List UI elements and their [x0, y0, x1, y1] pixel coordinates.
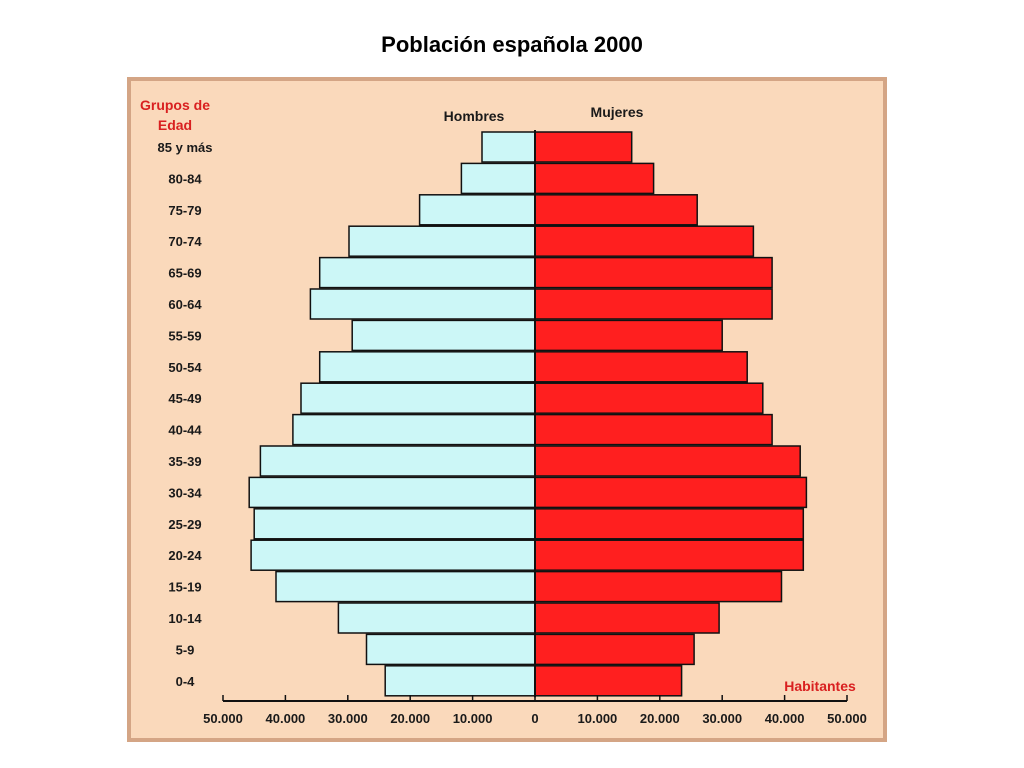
- bar-hombres-0: [481, 131, 536, 163]
- y-tick-label: 20-24: [168, 548, 202, 563]
- y-tick-label: 80-84: [168, 171, 202, 186]
- y-tick-label: 35-39: [168, 454, 201, 469]
- bar-hombres-10: [259, 445, 536, 477]
- bar-hombres-14: [275, 570, 536, 603]
- x-tick-label: 40.000: [765, 711, 805, 726]
- bar-mujeres-2: [534, 194, 698, 226]
- x-tick-label: 50.000: [203, 711, 243, 726]
- bar-hombres-12: [253, 508, 536, 540]
- y-tick-label: 30-34: [168, 485, 202, 500]
- legend-mujeres: Mujeres: [591, 104, 644, 120]
- bar-mujeres-11: [534, 476, 808, 509]
- y-axis-title-line-1: Grupos de: [140, 97, 210, 113]
- y-tick-label: 15-19: [168, 580, 201, 595]
- x-tick-label: 50.000: [827, 711, 867, 726]
- page-title: Población española 2000: [381, 32, 643, 57]
- bar-hombres-7: [318, 351, 536, 383]
- y-tick-label: 70-74: [168, 234, 202, 249]
- x-tick-label: 30.000: [702, 711, 742, 726]
- bar-hombres-9: [292, 413, 536, 446]
- bar-mujeres-6: [534, 319, 723, 352]
- y-tick-label: 10-14: [168, 611, 202, 626]
- bar-mujeres-10: [534, 445, 801, 477]
- bar-mujeres-1: [534, 162, 655, 195]
- bar-hombres-3: [348, 225, 536, 257]
- y-tick-label: 60-64: [168, 297, 202, 312]
- bar-mujeres-17: [534, 665, 683, 697]
- bar-mujeres-3: [534, 225, 755, 257]
- bar-mujeres-13: [534, 539, 805, 571]
- bar-mujeres-5: [534, 288, 773, 320]
- bar-hombres-4: [318, 256, 536, 289]
- x-tick-label: 20.000: [640, 711, 680, 726]
- x-axis-label: Habitantes: [784, 678, 856, 694]
- bar-mujeres-4: [534, 256, 773, 289]
- x-tick-label: 40.000: [266, 711, 306, 726]
- x-tick-label: 0: [531, 711, 538, 726]
- bar-hombres-5: [309, 288, 536, 320]
- bar-hombres-15: [337, 602, 536, 634]
- y-tick-label: 65-69: [168, 266, 201, 281]
- bar-hombres-8: [300, 382, 536, 414]
- y-tick-label: 50-54: [168, 360, 202, 375]
- y-tick-label: 25-29: [168, 517, 201, 532]
- bar-hombres-17: [384, 665, 536, 697]
- bar-mujeres-16: [534, 633, 695, 666]
- y-tick-label: 45-49: [168, 391, 201, 406]
- bar-hombres-1: [460, 162, 536, 195]
- bar-mujeres-14: [534, 570, 783, 603]
- bar-hombres-13: [250, 539, 536, 571]
- y-tick-label: 0-4: [176, 674, 196, 689]
- y-tick-label: 5-9: [176, 642, 195, 657]
- bar-hombres-2: [418, 194, 536, 226]
- chart-frame: Grupos de Edad Hombres Mujeres 85 y más 8…: [127, 77, 887, 742]
- bar-mujeres-9: [534, 413, 773, 446]
- bar-mujeres-8: [534, 382, 764, 414]
- x-tick-label: 10.000: [453, 711, 493, 726]
- y-axis-title-line-2: Edad: [158, 117, 192, 133]
- bar-hombres-6: [351, 319, 536, 352]
- y-tick-label: 75-79: [168, 203, 201, 218]
- y-tick-label: 85 y más: [158, 140, 213, 155]
- legend-hombres: Hombres: [444, 108, 505, 124]
- x-tick-label: 20.000: [390, 711, 430, 726]
- bar-hombres-16: [365, 633, 536, 666]
- x-tick-label: 30.000: [328, 711, 368, 726]
- bar-mujeres-0: [534, 131, 633, 163]
- bar-mujeres-15: [534, 602, 720, 634]
- bar-mujeres-7: [534, 351, 748, 383]
- bar-hombres-11: [248, 476, 536, 509]
- population-pyramid-chart: Grupos de Edad Hombres Mujeres 85 y más 8…: [140, 97, 867, 726]
- y-tick-label: 40-44: [168, 423, 202, 438]
- x-tick-label: 10.000: [578, 711, 618, 726]
- bar-mujeres-12: [534, 508, 805, 540]
- y-tick-label: 55-59: [168, 328, 201, 343]
